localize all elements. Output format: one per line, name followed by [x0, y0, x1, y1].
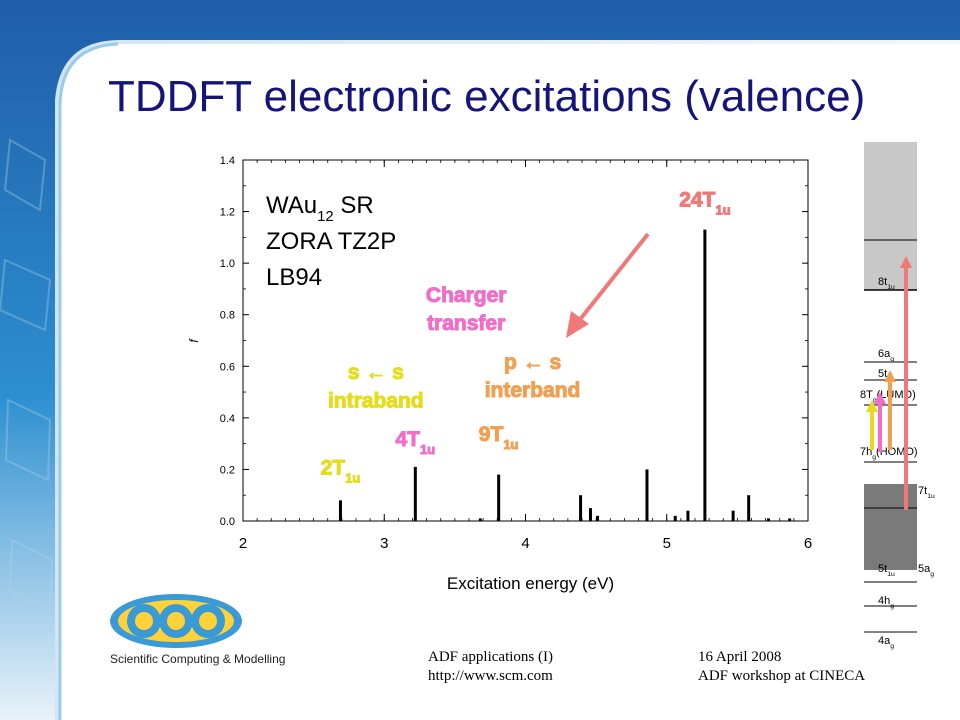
- x-tick-label: 6: [804, 535, 812, 552]
- footer-right: 16 April 2008 ADF workshop at CINECA: [698, 648, 865, 686]
- chart-annotation: intraband: [328, 390, 424, 413]
- chart-annotation: 9T1u: [479, 423, 519, 452]
- transition-arrow: [884, 370, 896, 450]
- orbital-label: 4hg: [878, 595, 894, 610]
- slide-title: TDDFT electronic excitations (valence): [108, 72, 866, 121]
- chart-annotation: transfer: [427, 312, 505, 335]
- scm-logo: [110, 594, 242, 648]
- charge-transfer-arrow: [566, 232, 650, 338]
- y-tick-label: 0.2: [220, 464, 235, 476]
- chart-annotation: s ← s: [348, 361, 404, 384]
- orbital-label: 5ag: [918, 563, 934, 578]
- x-tick-label: 5: [663, 535, 671, 552]
- y-tick-label: 0.8: [220, 310, 235, 322]
- occupied-band: [864, 484, 917, 570]
- y-tick-label: 1.0: [220, 258, 235, 270]
- y-tick-label: 0.4: [220, 413, 235, 425]
- footer-left: ADF applications (I) http://www.scm.com: [428, 648, 553, 686]
- info-line: LB94: [266, 264, 322, 291]
- orbital-label: 8t1u: [878, 276, 895, 291]
- y-tick-label: 1.2: [220, 207, 235, 219]
- orbital-label: 7t1u: [918, 485, 935, 500]
- x-tick-label: 4: [521, 535, 529, 552]
- orbital-label: 6ag: [878, 348, 894, 363]
- chart-annotation: 24T1u: [679, 188, 730, 217]
- y-tick-label: 0.6: [220, 361, 235, 373]
- y-tick-label: 1.4: [220, 155, 235, 167]
- logo-tagline: Scientific Computing & Modelling: [110, 652, 286, 666]
- orbital-label: 4ag: [878, 635, 894, 650]
- info-line: WAu12 SR: [266, 192, 374, 225]
- chart-annotation: 2T1u: [321, 457, 361, 486]
- footer-left-line2: http://www.scm.com: [428, 668, 553, 684]
- transition-arrow: [900, 256, 912, 510]
- chart-annotation: p ← s: [504, 351, 561, 374]
- x-axis-label: Excitation energy (eV): [447, 574, 614, 593]
- chart-annotation: 4T1u: [395, 428, 435, 457]
- footer-right-line1: 16 April 2008: [698, 649, 782, 665]
- transition-arrow: [874, 392, 886, 452]
- chart-annotation: interband: [485, 379, 581, 402]
- chart-annotation: Charger: [426, 284, 507, 307]
- y-tick-label: 0.0: [220, 516, 235, 528]
- footer-right-line2: ADF workshop at CINECA: [698, 668, 866, 684]
- info-line: ZORA TZ2P: [266, 228, 396, 255]
- transition-arrow: [866, 400, 878, 450]
- x-tick-label: 2: [239, 535, 247, 552]
- orbital-label: 5t1u: [878, 563, 895, 578]
- footer-left-line1: ADF applications (I): [428, 649, 553, 665]
- y-axis-label: f: [187, 338, 201, 343]
- x-tick-label: 3: [380, 535, 388, 552]
